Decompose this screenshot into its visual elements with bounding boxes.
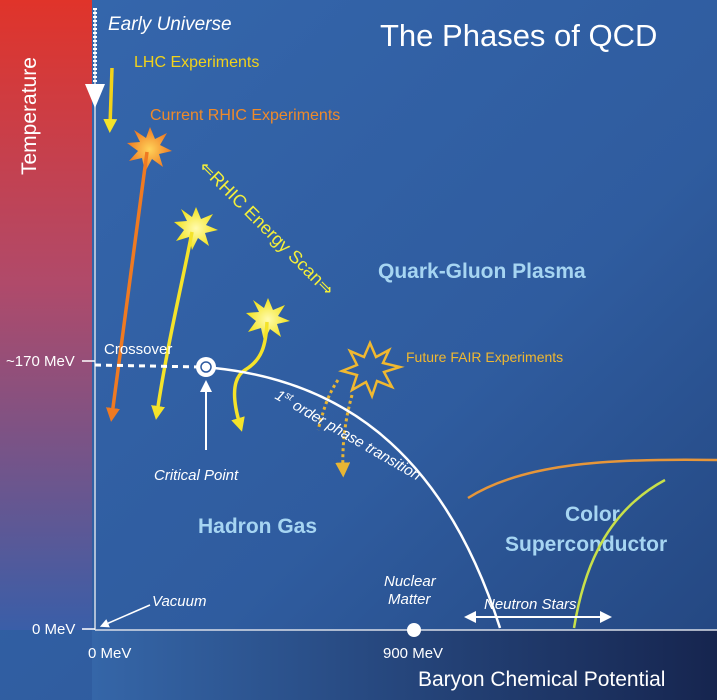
diagram-title: The Phases of QCD — [380, 18, 657, 53]
nuclear-label-2: Matter — [388, 591, 432, 608]
color-sc-label-2: Superconductor — [505, 533, 667, 556]
lhc-label: LHC Experiments — [134, 54, 259, 71]
scan-star-1 — [174, 207, 218, 250]
green-boundary-curve — [572, 478, 666, 629]
early-universe-arrowhead — [85, 84, 105, 108]
x-axis-title: Baryon Chemical Potential — [418, 668, 665, 691]
fair-star — [338, 339, 405, 400]
orange-boundary-curve — [467, 458, 717, 500]
phase-transition-curve — [213, 366, 502, 629]
lhc-arrow — [103, 67, 118, 133]
critical-point-label: Critical Point — [154, 467, 239, 484]
scan-trajectory-2 — [231, 321, 269, 432]
temperature-bar — [0, 0, 92, 630]
color-sc-label-1: Color — [565, 503, 620, 526]
neutron-stars-label: Neutron Stars — [484, 596, 577, 613]
rhic-star — [127, 127, 172, 172]
rhic-trajectory — [106, 151, 149, 422]
x-tick-0mev: 0 MeV — [88, 645, 131, 662]
y-axis-title: Temperature — [18, 57, 41, 175]
crossover-label: Crossover — [104, 341, 172, 358]
critical-point-inner — [200, 361, 212, 373]
hadron-gas-label: Hadron Gas — [198, 515, 317, 538]
qgp-label: Quark-Gluon Plasma — [378, 260, 586, 283]
fair-trajectory — [316, 379, 340, 431]
crossover-line — [94, 363, 203, 369]
critical-point-marker — [196, 357, 216, 377]
scan-star-2 — [246, 298, 290, 341]
scan-trajectory-1 — [151, 231, 194, 420]
vacuum-label: Vacuum — [152, 593, 206, 610]
rhic-label: Current RHIC Experiments — [150, 107, 340, 124]
fair-trajectory-2 — [335, 394, 354, 478]
nuclear-label-1: Nuclear — [384, 573, 437, 590]
fair-label: Future FAIR Experiments — [406, 349, 563, 365]
y-tick-170mev: ~170 MeV — [6, 353, 75, 370]
baryon-bar — [92, 630, 717, 700]
early-universe-label: Early Universe — [108, 14, 232, 35]
nuclear-matter-marker — [407, 623, 421, 637]
y-tick-0mev: 0 MeV — [32, 621, 75, 638]
vacuum-arrow — [99, 604, 151, 628]
x-tick-900mev: 900 MeV — [383, 645, 443, 662]
